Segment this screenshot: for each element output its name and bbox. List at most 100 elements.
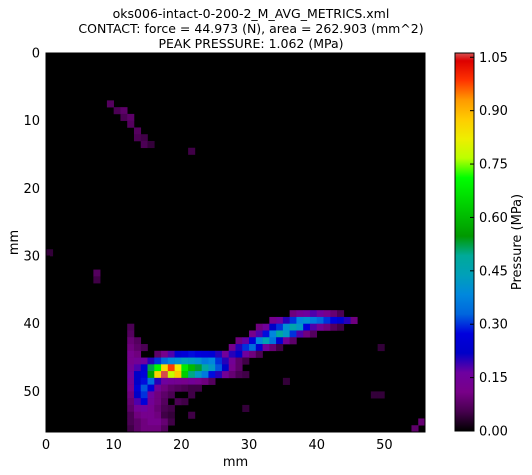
heatmap-cell: [133, 344, 142, 352]
heatmap-cell: [161, 398, 169, 406]
heatmap-cell: [133, 134, 142, 142]
heatmap-cell: [140, 398, 148, 406]
heatmap-cell: [262, 323, 270, 331]
heatmap-cell: [46, 249, 54, 257]
heatmap-cell: [282, 330, 290, 338]
colorbar-tick-label: 0.90: [479, 104, 508, 119]
heatmap-cell: [93, 276, 101, 284]
heatmap-cell: [309, 310, 318, 318]
heatmap-cell: [140, 384, 148, 392]
heatmap-plot-area: 0 10 20 30 40 50 0 10 20 30 40 50: [23, 47, 426, 453]
heatmap-cell: [167, 371, 175, 379]
heatmap-cell: [127, 404, 135, 412]
heatmap-cell: [127, 344, 135, 352]
heatmap-cell: [418, 418, 426, 426]
heatmap-cell: [411, 425, 419, 433]
heatmap-cell: [289, 323, 297, 331]
heatmap-cell: [303, 330, 311, 338]
heatmap-cell: [255, 344, 263, 352]
x-tick-label: 50: [376, 438, 393, 453]
heatmap-cell: [228, 371, 236, 379]
x-tick-label: 10: [105, 438, 122, 453]
heatmap-cell: [276, 337, 284, 345]
heatmap-cell: [140, 377, 148, 385]
heatmap-cell: [161, 391, 169, 399]
heatmap-cell: [140, 391, 148, 399]
heatmap-cell: [188, 371, 196, 379]
heatmap-cell: [133, 357, 142, 365]
heatmap-cell: [93, 269, 101, 277]
heatmap-cell: [262, 337, 270, 345]
heatmap-cell: [228, 357, 236, 365]
x-tick-label: 0: [42, 438, 50, 453]
y-tick-label: 20: [23, 182, 40, 197]
y-tick-label: 10: [23, 114, 40, 129]
heatmap-cell: [343, 316, 351, 325]
heatmap-cell: [140, 404, 148, 412]
heatmap-cell: [188, 147, 196, 155]
heatmap-cell: [133, 127, 142, 135]
heatmap-cell: [255, 330, 263, 338]
heatmap-cell: [133, 364, 142, 372]
heatmap-cell: [316, 310, 324, 318]
colorbar-tick-label: 1.05: [479, 51, 508, 66]
heatmap-cell: [221, 364, 230, 372]
heatmap-cell: [147, 357, 155, 365]
heatmap-cell: [242, 350, 250, 358]
heatmap-cell: [154, 411, 162, 419]
heatmap-cell: [289, 310, 297, 318]
heatmap-cell: [235, 337, 243, 345]
heatmap-cell: [133, 337, 142, 345]
heatmap-cell: [161, 371, 169, 379]
heatmap-cell: [235, 344, 243, 352]
heatmap-cell: [249, 330, 257, 338]
title-line-2: CONTACT: force = 44.973 (N), area = 262.…: [78, 21, 423, 36]
heatmap-cell: [194, 364, 202, 372]
heatmap-cell: [201, 364, 209, 372]
colorbar-tick-label: 0.00: [479, 425, 508, 440]
heatmap-cell: [127, 120, 135, 128]
heatmap-cell: [269, 337, 277, 345]
heatmap-cell: [188, 364, 196, 372]
heatmap-cell: [377, 391, 385, 399]
heatmap-cell: [161, 357, 169, 365]
heatmap-cell: [133, 377, 142, 385]
heatmap-cell: [133, 384, 142, 392]
heatmap-cell: [181, 384, 189, 392]
heatmap-cell: [174, 357, 182, 365]
heatmap-cell: [323, 316, 331, 325]
heatmap-cell: [194, 371, 202, 379]
heatmap-cell: [303, 323, 311, 331]
heatmap-cell: [249, 344, 257, 352]
colorbar-ticks: 0.00 0.15 0.30 0.45 0.60 0.75 0.90 1.05: [470, 51, 508, 440]
heatmap-cell: [133, 371, 142, 379]
heatmap-cell: [330, 323, 338, 331]
chart-title: oks006-intact-0-200-2_M_AVG_METRICS.xml …: [78, 6, 423, 51]
heatmap-cell: [113, 107, 121, 115]
heatmap-cell: [154, 364, 162, 372]
plot-frame: [45, 52, 426, 433]
colorbar: 0.00 0.15 0.30 0.45 0.60 0.75 0.90 1.05 Pressur…: [454, 51, 525, 440]
heatmap-cell: [228, 364, 236, 372]
y-tick-label: 40: [23, 317, 40, 332]
heatmap-cell: [147, 404, 155, 412]
heatmap-cell: [127, 425, 135, 433]
heatmap-cell: [181, 364, 189, 372]
heatmap-cell: [194, 377, 202, 385]
heatmap-cell: [133, 350, 142, 358]
heatmap-cell: [249, 350, 257, 358]
heatmap-cell: [350, 316, 358, 325]
heatmap-cell: [133, 404, 142, 412]
heatmap-cell: [201, 377, 209, 385]
y-axis: 0 10 20 30 40 50: [23, 47, 425, 400]
heatmap-cell: [154, 425, 162, 433]
heatmap-cell: [127, 357, 135, 365]
heatmap-cell: [276, 330, 284, 338]
heatmap-cell: [235, 371, 243, 379]
heatmap-cell: [282, 377, 290, 385]
heatmap-cell: [262, 344, 270, 352]
heatmap-cell: [133, 391, 142, 399]
heatmap-cell: [228, 350, 236, 358]
heatmap-cell: [127, 398, 135, 406]
heatmap-cell: [269, 344, 277, 352]
